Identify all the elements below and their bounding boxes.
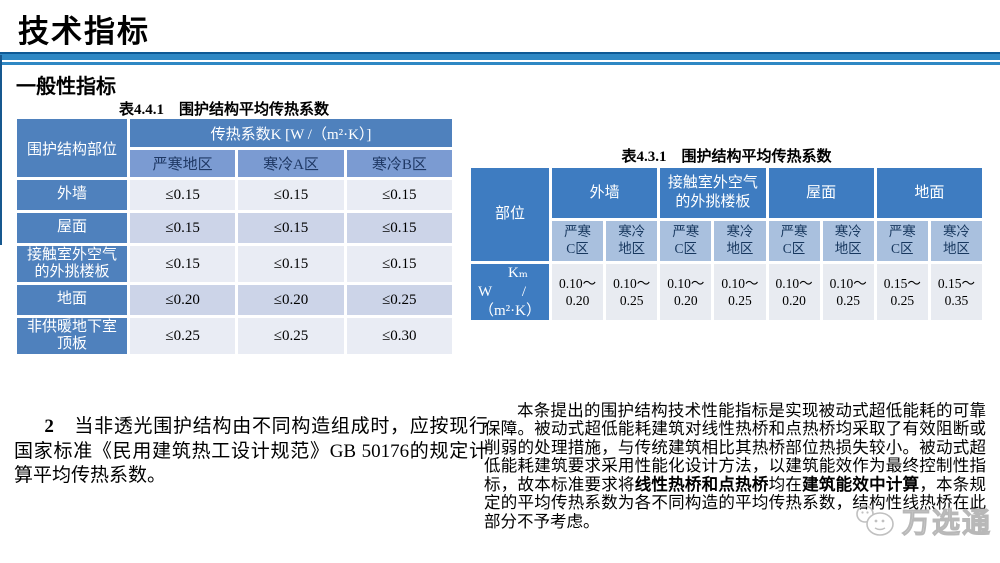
col-header-cell: 严寒 C区 [768,221,820,261]
row-label-cell: 外墙 [17,180,127,210]
value-cell: ≤0.15 [130,246,236,282]
row-label-cell: 非供暖地下室 顶板 [17,318,127,354]
chat-face-icon [856,505,894,536]
table-4-3-1-caption: 表4.3.1 围护结构平均传热系数 [621,149,832,165]
table-row: 屋面 ≤0.15 ≤0.15 ≤0.15 [17,213,452,243]
value-cell: 0.10～ 0.20 [660,264,712,321]
value-cell: ≤0.15 [238,213,344,243]
table-row: 地面 ≤0.20 ≤0.20 ≤0.25 [17,285,452,315]
value-cell: ≤0.25 [130,318,236,354]
value-cell: 0.10～ 0.20 [552,264,604,321]
col-header-cell: 严寒 C区 [660,221,712,261]
group-header-cell: 传热系数K [W /（m²·K）] [130,119,452,147]
value-cell: ≤0.30 [346,318,452,354]
col-header-cell: 严寒 C区 [552,221,604,261]
row-label-cell: 屋面 [17,213,127,243]
table-subheader-row: 严寒 C区 寒冷 地区 严寒 C区 寒冷 地区 严寒 C区 寒冷 地区 严寒 C… [471,221,982,261]
table-row: 接触室外空气 的外挑楼板 ≤0.15 ≤0.15 ≤0.15 [17,246,452,282]
value-cell: ≤0.15 [238,246,344,282]
table-header-row: 围护结构部位 传热系数K [W /（m²·K）] [17,119,452,177]
row-label-cell: 接触室外空气 的外挑楼板 [17,246,127,282]
table-subheader-row: 严寒地区 寒冷A区 寒冷B区 [17,150,452,177]
col-header-cell: 寒冷A区 [238,150,344,177]
value-cell: ≤0.15 [346,180,452,210]
col-header-cell: 寒冷 地区 [930,221,982,261]
value-cell: ≤0.20 [130,285,236,315]
value-cell: ≤0.15 [130,213,236,243]
page-title: 技术指标 [18,14,150,49]
note-number: 2 [44,416,54,437]
value-cell: ≤0.15 [238,180,344,210]
table-4-3-1: 部位 外墙 接触室外空气 的外挑楼板 屋面 地面 严寒 C区 寒冷 地区 严寒 … [468,165,985,323]
note-right-bold-2: 建筑能效中计算 [802,474,920,494]
note-right-bold-1: 线性热桥和点热桥 [634,474,769,494]
value-cell: 0.15～ 0.35 [930,264,982,321]
corner-header-cell: 部位 [471,168,549,261]
km-unit-numerator: W / [478,283,527,300]
value-cell: 0.10～ 0.25 [822,264,874,321]
km-symbol: Kₘ [507,265,529,281]
value-cell: ≤0.15 [130,180,236,210]
watermark-label: 万选通 [901,507,992,539]
value-cell: 0.10～ 0.25 [606,264,658,321]
group-header-cell: 地面 [876,168,982,218]
value-cell: ≤0.15 [346,246,452,282]
table-header-row: 部位 外墙 接触室外空气 的外挑楼板 屋面 地面 [471,168,982,261]
left-edge-line [0,55,2,245]
table-row: 外墙 ≤0.15 ≤0.15 ≤0.15 [17,180,452,210]
row-label-cell: 地面 [17,285,127,315]
col-header-cell: 寒冷 地区 [822,221,874,261]
value-cell: 0.15～ 0.25 [876,264,928,321]
col-header-cell: 严寒地区 [130,150,236,177]
group-header-cell: 接触室外空气 的外挑楼板 [660,168,766,218]
table-4-4-1: 围护结构部位 传热系数K [W /（m²·K）] 严寒地区 寒冷A区 寒冷B区 … [14,116,455,357]
table-row: Kₘ W / （m²·K） 0.10～ 0.20 0.10～ 0.25 0.10… [471,264,982,321]
note-right-text-2: 均在 [768,474,803,494]
note-right-text-1: 本条提出的围护结构技术性能指标是实现被动式超低能耗的可靠保障。被动式超低能耗建筑… [484,400,986,494]
col-header-cell: 寒冷 地区 [714,221,766,261]
section-title: 一般性指标 [16,76,116,98]
col-header-cell: 严寒 C区 [876,221,928,261]
col-header-cell: 寒冷 地区 [606,221,658,261]
value-cell: ≤0.20 [238,285,344,315]
watermark: 万选通 [853,501,992,541]
row-label-cell: Kₘ W / （m²·K） [471,264,549,321]
km-unit-denominator: （m²·K） [479,302,541,319]
value-cell: ≤0.25 [238,318,344,354]
note-left-text: 当非透光围护结构由不同构造组成时，应按现行国家标准《民用建筑热工设计规范》GB … [14,416,488,487]
value-cell: ≤0.25 [346,285,452,315]
corner-header-cell: 围护结构部位 [17,119,127,177]
group-header-cell: 外墙 [552,168,658,218]
value-cell: 0.10～ 0.20 [768,264,820,321]
value-cell: ≤0.15 [346,213,452,243]
note-left-paragraph: 2 当非透光围护结构由不同构造组成时，应按现行国家标准《民用建筑热工设计规范》G… [14,415,488,489]
value-cell: 0.10～ 0.25 [714,264,766,321]
table-row: 非供暖地下室 顶板 ≤0.25 ≤0.25 ≤0.30 [17,318,452,354]
group-header-cell: 屋面 [768,168,874,218]
header-divider-bar [0,52,1000,66]
col-header-cell: 寒冷B区 [346,150,452,177]
table-4-4-1-caption: 表4.4.1 围护结构平均传热系数 [118,102,329,118]
